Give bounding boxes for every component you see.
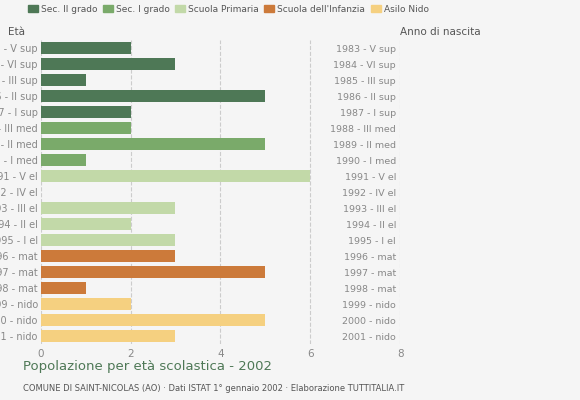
Text: Anno di nascita: Anno di nascita xyxy=(400,27,481,37)
Text: COMUNE DI SAINT-NICOLAS (AO) · Dati ISTAT 1° gennaio 2002 · Elaborazione TUTTITA: COMUNE DI SAINT-NICOLAS (AO) · Dati ISTA… xyxy=(23,384,404,393)
Bar xyxy=(41,90,265,102)
Text: Popolazione per età scolastica - 2002: Popolazione per età scolastica - 2002 xyxy=(23,360,272,373)
Bar xyxy=(41,234,175,246)
Bar xyxy=(41,122,130,134)
Bar xyxy=(41,314,265,326)
Bar xyxy=(41,202,175,214)
Bar xyxy=(41,330,175,342)
Legend: Sec. II grado, Sec. I grado, Scuola Primaria, Scuola dell'Infanzia, Asilo Nido: Sec. II grado, Sec. I grado, Scuola Prim… xyxy=(28,4,429,14)
Bar xyxy=(41,106,130,118)
Bar xyxy=(41,138,265,150)
Bar xyxy=(41,74,86,86)
Bar xyxy=(41,298,130,310)
Bar xyxy=(41,266,265,278)
Bar xyxy=(41,42,130,54)
Bar xyxy=(41,58,175,70)
Bar xyxy=(41,218,130,230)
Bar xyxy=(41,250,175,262)
Bar xyxy=(41,282,86,294)
Bar xyxy=(41,154,86,166)
Bar xyxy=(41,170,310,182)
Text: Età: Età xyxy=(8,27,26,37)
